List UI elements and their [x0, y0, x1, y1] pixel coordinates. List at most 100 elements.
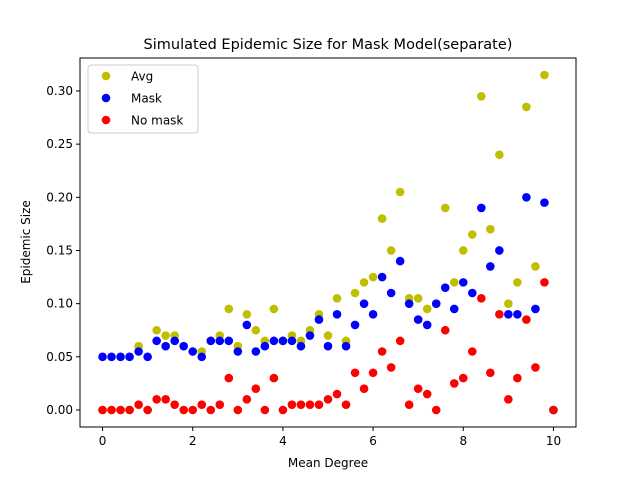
point-no-mask [413, 384, 423, 394]
x-tick-label: 4 [279, 434, 287, 448]
y-tick-label: 0.25 [46, 137, 73, 151]
y-tick-label: 0.15 [46, 243, 73, 257]
point-no-mask [531, 363, 540, 372]
point-mask [107, 352, 116, 362]
point-no-mask [161, 395, 170, 404]
point-no-mask [341, 400, 351, 409]
point-mask [170, 336, 179, 346]
point-avg [477, 91, 486, 101]
point-mask [152, 336, 161, 346]
point-no-mask [540, 278, 549, 287]
point-no-mask [278, 405, 288, 415]
point-avg [269, 304, 279, 314]
x-axis-label: Mean Degree [288, 456, 368, 470]
legend-box [87, 64, 199, 134]
point-mask [341, 341, 351, 351]
point-mask [458, 278, 468, 287]
point-mask [332, 309, 342, 319]
point-mask [323, 341, 333, 351]
point-no-mask [504, 395, 513, 404]
point-avg [152, 325, 161, 335]
point-avg [449, 278, 459, 287]
series-mask [98, 193, 558, 415]
point-no-mask [98, 405, 107, 415]
point-avg [332, 294, 342, 303]
y-tick-label: 0.10 [46, 297, 73, 311]
point-no-mask [107, 405, 116, 415]
point-mask [143, 352, 152, 362]
legend: Avg Mask No mask [87, 64, 199, 134]
point-avg [368, 272, 378, 282]
point-mask [305, 331, 315, 340]
point-avg [540, 70, 549, 80]
point-avg [522, 102, 531, 112]
point-mask [179, 341, 189, 351]
point-no-mask [486, 368, 495, 378]
legend-label-mask: Mask [131, 92, 162, 106]
x-tick-label: 2 [189, 434, 197, 448]
point-no-mask [368, 368, 378, 378]
point-mask [188, 347, 198, 356]
x-tick-label: 6 [369, 434, 377, 448]
point-mask [287, 336, 297, 346]
point-no-mask [422, 389, 432, 399]
x-tick-label: 8 [459, 434, 467, 448]
point-mask [477, 203, 486, 213]
point-mask [224, 336, 234, 346]
legend-label-no-mask: No mask [131, 114, 183, 128]
point-mask [98, 352, 107, 362]
point-mask [251, 347, 261, 356]
point-mask [467, 288, 477, 298]
legend-marker-avg [101, 71, 111, 81]
point-mask [134, 347, 143, 356]
y-tick-label: 0.05 [46, 350, 73, 364]
y-axis-label: Epidemic Size [19, 200, 33, 284]
point-avg [495, 150, 504, 160]
point-avg [513, 278, 522, 287]
point-avg [458, 246, 468, 255]
point-avg [531, 262, 540, 271]
point-mask [368, 309, 378, 319]
point-no-mask [134, 400, 143, 409]
legend-marker-no-mask [101, 115, 111, 125]
point-avg [323, 331, 333, 340]
plot-marks [98, 70, 558, 415]
point-no-mask [522, 315, 531, 324]
series-no-mask [98, 278, 558, 415]
point-mask [531, 304, 540, 314]
point-no-mask [233, 405, 243, 415]
point-no-mask [377, 347, 387, 356]
point-no-mask [287, 400, 297, 409]
point-no-mask [269, 373, 279, 383]
point-avg [224, 304, 234, 314]
x-tick-label: 10 [546, 434, 561, 448]
point-no-mask [431, 405, 441, 415]
point-mask [242, 320, 252, 330]
point-mask [431, 299, 441, 308]
point-no-mask [323, 395, 333, 404]
point-mask [486, 262, 495, 271]
point-mask [197, 352, 207, 362]
point-mask [377, 272, 387, 282]
point-avg [359, 278, 369, 287]
point-mask [495, 246, 504, 255]
point-avg [251, 325, 261, 335]
point-mask [161, 341, 170, 351]
point-no-mask [215, 400, 225, 409]
point-no-mask [513, 373, 522, 383]
point-avg [350, 288, 360, 298]
legend-label-avg: Avg [131, 70, 153, 84]
point-no-mask [251, 384, 261, 394]
y-tick-label: 0.30 [46, 84, 73, 98]
point-mask [440, 283, 450, 292]
point-mask [350, 320, 360, 330]
point-no-mask [242, 395, 252, 404]
point-mask [233, 347, 243, 356]
point-mask [206, 336, 216, 346]
axes: 0 2 4 6 8 10 0.00 0.05 0.10 0.15 0.20 0.25 0.30 [46, 57, 577, 448]
point-no-mask [224, 373, 234, 383]
point-no-mask [404, 400, 414, 409]
point-no-mask [458, 373, 468, 383]
point-avg [486, 224, 495, 234]
point-mask [386, 288, 396, 298]
